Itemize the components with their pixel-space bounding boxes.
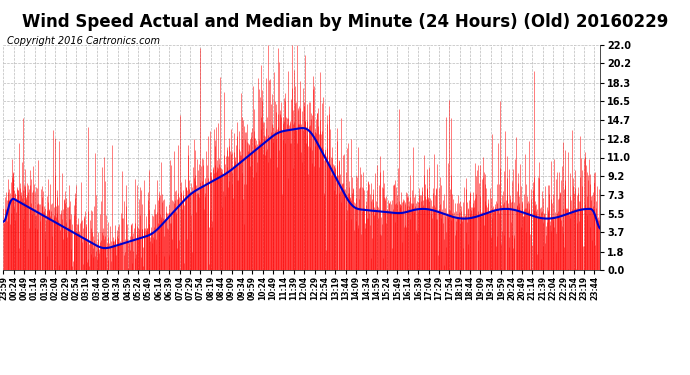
Text: Wind Speed Actual and Median by Minute (24 Hours) (Old) 20160229: Wind Speed Actual and Median by Minute (…	[22, 13, 668, 31]
Text: Median (mph): Median (mph)	[441, 20, 511, 29]
Text: Wind (mph): Wind (mph)	[529, 20, 589, 29]
Text: Copyright 2016 Cartronics.com: Copyright 2016 Cartronics.com	[7, 36, 160, 46]
